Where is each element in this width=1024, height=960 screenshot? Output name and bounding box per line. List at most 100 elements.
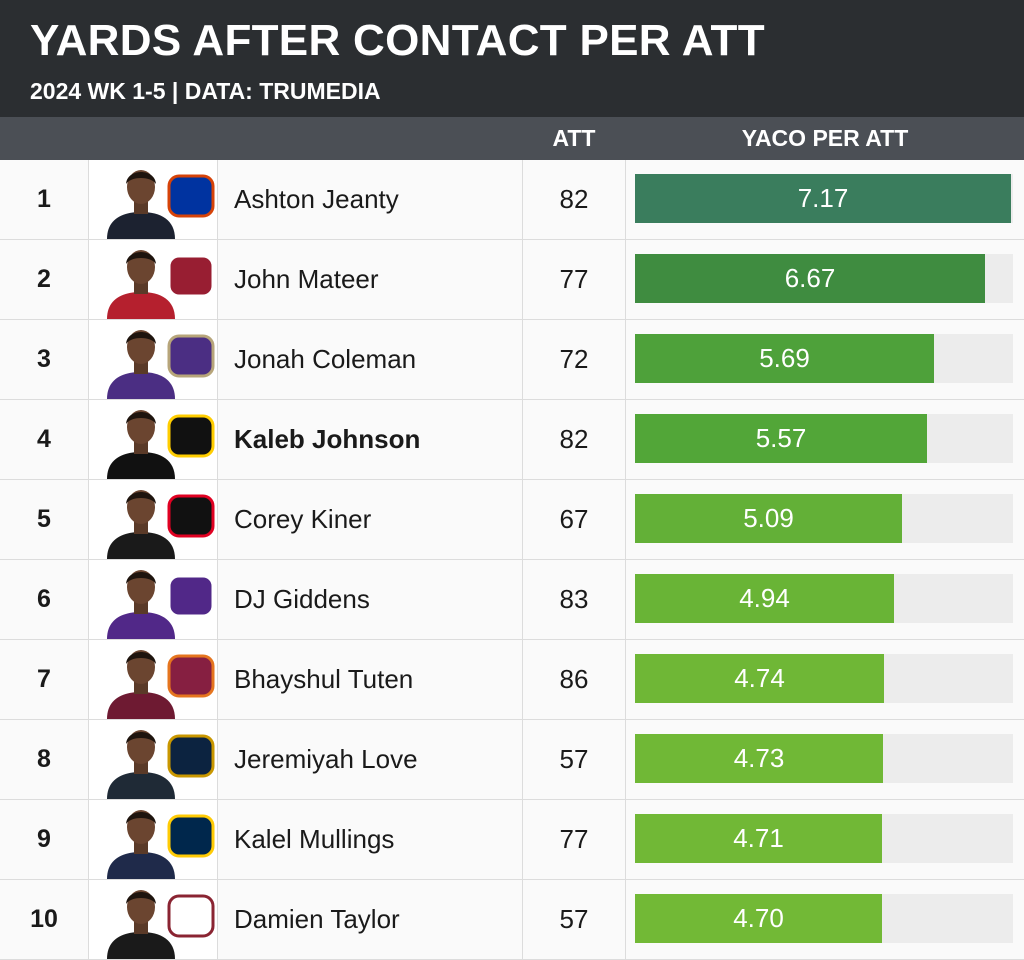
yaco-bar: 4.73: [635, 734, 883, 783]
rank-label: 10: [30, 905, 58, 933]
michigan-m-logo: [167, 814, 215, 858]
rank-label: 5: [37, 505, 51, 533]
player-photo: [88, 880, 218, 959]
table-row: 2 John Mateer 77 6.67: [0, 240, 1024, 320]
iowa-hawkeye-logo: [167, 414, 215, 458]
washington-w-logo: [167, 334, 215, 378]
bar-track: 5.57: [635, 414, 1013, 463]
column-header-att: ATT: [552, 125, 596, 151]
player-photo: [88, 640, 218, 719]
bar-track: 5.09: [635, 494, 1013, 543]
yaco-data-label: 4.94: [739, 583, 790, 613]
player-photo: [88, 400, 218, 479]
att-value: 77: [522, 240, 626, 319]
washington-state-cougar-logo: [167, 254, 215, 298]
virginia-tech-vt-logo: [167, 654, 215, 698]
chart-title: YARDS AFTER CONTACT PER ATT: [30, 16, 765, 65]
rank-label: 8: [37, 745, 51, 773]
yaco-bar: 5.09: [635, 494, 902, 543]
bar-track: 4.74: [635, 654, 1013, 703]
att-value: 83: [522, 560, 626, 639]
table-row: 6 DJ Giddens 83 4.94: [0, 560, 1024, 640]
player-name: Kaleb Johnson: [234, 424, 421, 454]
player-headshot-icon: [107, 570, 175, 639]
yaco-data-label: 7.17: [797, 183, 849, 213]
player-headshot-icon: [107, 890, 175, 959]
table-row: 8 Jeremiyah Love 57 4.73: [0, 720, 1024, 800]
player-photo: [88, 240, 218, 319]
rank-label: 6: [37, 585, 51, 613]
player-photo: [88, 800, 218, 879]
column-header-row: ATT YACO PER ATT: [0, 117, 1024, 160]
table-row: 10 Damien Taylor 57 4.70: [0, 880, 1024, 960]
att-value: 57: [522, 720, 626, 799]
player-headshot-icon: [107, 730, 175, 799]
player-name: Jeremiyah Love: [234, 744, 418, 774]
yaco-data-label: 5.09: [743, 503, 794, 533]
player-headshot-icon: [107, 170, 175, 239]
yaco-bar: 4.74: [635, 654, 884, 703]
player-name: Damien Taylor: [234, 904, 400, 934]
rank-label: 1: [37, 185, 51, 213]
notre-dame-nd-logo: [167, 734, 215, 778]
player-name: John Mateer: [234, 264, 379, 294]
player-photo: [88, 320, 218, 399]
yaco-bar: 6.67: [635, 254, 985, 303]
table-row: 9 Kalel Mullings 77 4.71: [0, 800, 1024, 880]
att-value: 77: [522, 800, 626, 879]
yaco-data-label: 4.74: [734, 663, 785, 693]
yaco-bar: 5.57: [635, 414, 927, 463]
table-row: 1 Ashton Jeanty 82 7.17: [0, 160, 1024, 240]
table-row: 3 Jonah Coleman 72 5.69: [0, 320, 1024, 400]
yaco-data-label: 4.70: [733, 903, 784, 933]
bar-track: 4.73: [635, 734, 1013, 783]
rank-label: 7: [37, 665, 51, 693]
player-headshot-icon: [107, 250, 175, 319]
att-value: 86: [522, 640, 626, 719]
att-value: 72: [522, 320, 626, 399]
title-banner: YARDS AFTER CONTACT PER ATT 2024 WK 1-5 …: [0, 0, 1024, 117]
table-row: 7 Bhayshul Tuten 86 4.74: [0, 640, 1024, 720]
player-name: DJ Giddens: [234, 584, 370, 614]
ranking-table: 1 Ashton Jeanty 82 7.17 2 John Mateer 77 6.67 3 J…: [0, 160, 1024, 960]
bar-track: 4.71: [635, 814, 1013, 863]
rank-label: 3: [37, 345, 51, 373]
chart-subtitle: 2024 WK 1-5 | DATA: TRUMEDIA: [30, 78, 381, 104]
troy-t-logo: [167, 894, 215, 938]
player-headshot-icon: [107, 490, 175, 559]
cincinnati-c-logo: [167, 494, 215, 538]
table-row: 4 Kaleb Johnson 82 5.57: [0, 400, 1024, 480]
player-name: Corey Kiner: [234, 504, 372, 534]
bar-track: 6.67: [635, 254, 1013, 303]
yaco-data-label: 4.73: [733, 743, 785, 773]
column-header-yaco: YACO PER ATT: [741, 125, 909, 151]
bar-track: 5.69: [635, 334, 1013, 383]
rank-label: 4: [37, 425, 51, 453]
player-name: Kalel Mullings: [234, 824, 395, 854]
player-name: Jonah Coleman: [234, 344, 417, 374]
rank-label: 9: [37, 825, 51, 853]
kansas-state-wildcat-logo: [167, 574, 215, 618]
att-value: 82: [522, 160, 626, 239]
player-name: Bhayshul Tuten: [234, 664, 414, 694]
bar-track: 4.94: [635, 574, 1013, 623]
yaco-data-label: 5.57: [755, 423, 807, 453]
player-headshot-icon: [107, 410, 175, 479]
player-photo: [88, 160, 218, 239]
att-value: 57: [522, 880, 626, 959]
player-headshot-icon: [107, 650, 175, 719]
rank-label: 2: [37, 265, 51, 293]
yaco-bar: 4.70: [635, 894, 882, 943]
player-headshot-icon: [107, 810, 175, 879]
player-photo: [88, 560, 218, 639]
player-photo: [88, 720, 218, 799]
yaco-bar: 4.94: [635, 574, 894, 623]
att-value: 67: [522, 480, 626, 559]
bar-track: 4.70: [635, 894, 1013, 943]
yaco-data-label: 5.69: [759, 343, 810, 373]
player-photo: [88, 480, 218, 559]
player-name: Ashton Jeanty: [234, 184, 399, 214]
yaco-bar: 5.69: [635, 334, 934, 383]
player-headshot-icon: [107, 330, 175, 399]
yaco-bar: 4.71: [635, 814, 882, 863]
